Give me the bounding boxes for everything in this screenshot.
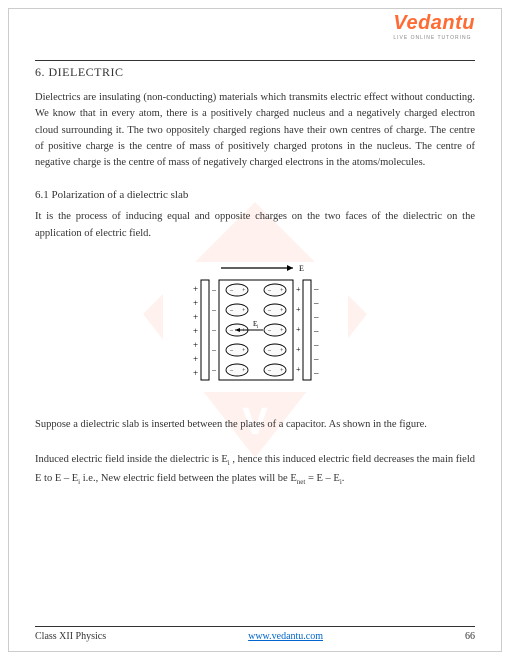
footer-class: Class XII Physics (35, 631, 106, 642)
paragraph-formula: Induced electric field inside the dielec… (35, 451, 475, 489)
brand-logo: Vedantu LIVE ONLINE TUTORING (393, 12, 475, 41)
svg-text:–: – (313, 312, 319, 322)
paragraph-intro: Dielectrics are insulating (non-conducti… (35, 90, 475, 171)
paragraph-definition: It is the process of inducing equal and … (35, 209, 475, 242)
svg-text:–: – (313, 298, 319, 308)
svg-text:–: – (313, 326, 319, 336)
section-heading: 6. DIELECTRIC (35, 65, 475, 80)
svg-text:+: + (296, 285, 301, 294)
svg-text:–: – (211, 325, 217, 334)
svg-text:+: + (193, 284, 198, 294)
svg-text:i: i (257, 325, 259, 330)
svg-text:+: + (296, 365, 301, 374)
svg-text:+: + (193, 340, 198, 350)
svg-text:–: – (211, 365, 217, 374)
svg-text:–: – (313, 354, 319, 364)
svg-text:–: – (211, 345, 217, 354)
svg-text:–: – (211, 305, 217, 314)
svg-text:+: + (193, 326, 198, 336)
footer-link[interactable]: www.vedantu.com (248, 631, 323, 642)
svg-text:+: + (296, 305, 301, 314)
svg-text:+: + (193, 312, 198, 322)
svg-text:+: + (193, 298, 198, 308)
section-divider (35, 60, 475, 61)
svg-text:+: + (193, 368, 198, 378)
page-footer: Class XII Physics www.vedantu.com 66 (35, 626, 475, 642)
svg-text:+: + (296, 345, 301, 354)
svg-text:–: – (313, 284, 319, 294)
footer-page-number: 66 (465, 631, 475, 642)
svg-text:+: + (296, 325, 301, 334)
svg-text:E: E (299, 264, 304, 273)
svg-text:–: – (211, 285, 217, 294)
svg-text:–: – (313, 368, 319, 378)
paragraph-figure-ref: Suppose a dielectric slab is inserted be… (35, 417, 475, 433)
dielectric-diagram: E + + + + + + + – – – – – – – – – – – – + + + + + (35, 262, 475, 392)
svg-text:+: + (193, 354, 198, 364)
logo-tagline: LIVE ONLINE TUTORING (393, 35, 475, 41)
subsection-heading: 6.1 Polarization of a dielectric slab (35, 189, 475, 201)
svg-text:–: – (313, 340, 319, 350)
logo-text: Vedantu (393, 12, 475, 35)
